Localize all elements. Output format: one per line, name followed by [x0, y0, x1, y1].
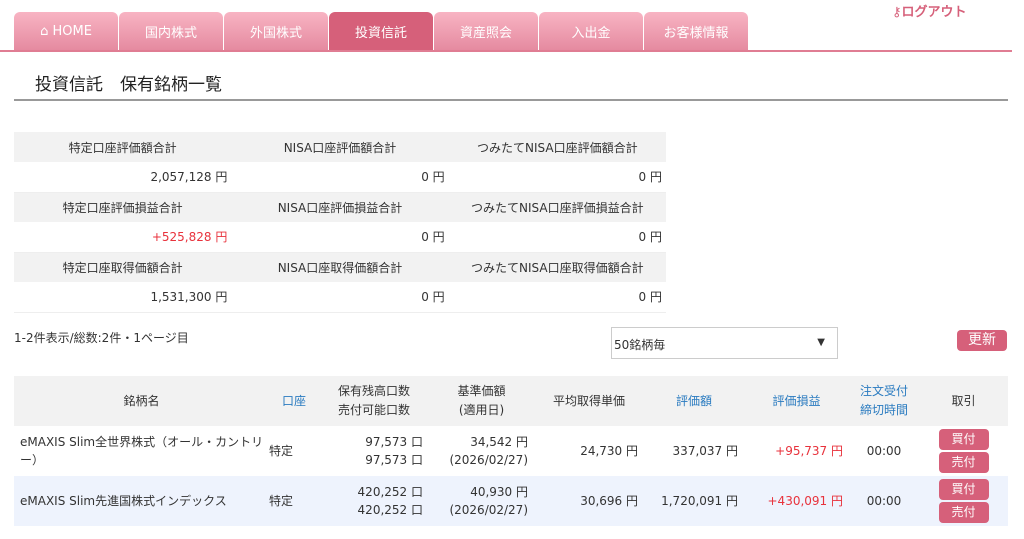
avg-cost: 30,696 円	[534, 476, 644, 526]
col-avg-cost: 平均取得単価	[534, 376, 644, 426]
tab-domestic-stocks[interactable]: 国内株式	[119, 12, 223, 50]
col-trade: 取引	[919, 376, 1008, 426]
value: 337,037 円	[672, 444, 738, 458]
tab-underline	[0, 50, 1012, 52]
col-account[interactable]: 口座	[269, 376, 319, 426]
table-row: eMAXIS Slim先進国株式インデックス 特定 420,252 口 420,2…	[14, 476, 1008, 526]
col-deadline[interactable]: 注文受付 締切時間	[849, 376, 919, 426]
dropdown-arrow-icon: ▼	[817, 337, 825, 348]
col-pl[interactable]: 評価損益	[744, 376, 849, 426]
summary-label: つみたてNISA口座取得価額合計	[448, 252, 666, 282]
logout-link[interactable]: ⚷ログアウト	[892, 5, 967, 20]
summary-table: 特定口座評価額合計 NISA口座評価額合計 つみたてNISA口座評価額合計 2,05…	[14, 132, 666, 313]
summary-value: +525,828 円	[14, 222, 232, 253]
divider	[14, 99, 1008, 101]
profit-loss: +430,091 円	[744, 476, 849, 526]
value: 1,720,091 円	[644, 476, 744, 526]
tab-home[interactable]: ⌂ HOME	[14, 12, 118, 50]
fund-name[interactable]: eMAXIS Slim先進国株式インデックス	[14, 476, 269, 526]
tab-foreign-stocks[interactable]: 外国株式	[224, 12, 328, 50]
deadline: 00:00	[849, 476, 919, 526]
key-icon: ⚷	[892, 5, 902, 20]
summary-label: 特定口座評価損益合計	[14, 192, 232, 222]
col-name: 銘柄名	[14, 376, 269, 426]
col-value[interactable]: 評価額	[644, 376, 744, 426]
sell-button[interactable]: 売付	[938, 452, 989, 473]
tab-assets[interactable]: 資産照会	[434, 12, 538, 50]
quantity: 420,252 口 420,252 口	[319, 476, 429, 526]
quantity: 97,573 口 97,573 口	[365, 435, 423, 467]
account-type: 特定	[269, 476, 319, 526]
home-icon: ⌂	[40, 23, 53, 39]
refresh-button[interactable]: 更新	[957, 330, 1007, 351]
profit-loss: +95,737 円	[775, 444, 843, 458]
summary-value: 0 円	[448, 282, 666, 313]
summary-label: つみたてNISA口座評価損益合計	[448, 192, 666, 222]
account-type: 特定	[269, 444, 294, 458]
per-page-select[interactable]: 50銘柄毎 ▼	[611, 327, 838, 359]
summary-value: 0 円	[231, 282, 449, 313]
summary-label: NISA口座評価額合計	[231, 132, 449, 162]
trade-cell: 買付 売付	[919, 476, 1008, 526]
summary-value: 0 円	[231, 162, 449, 193]
col-quantity: 保有残高口数 売付可能口数	[319, 376, 429, 426]
tab-investment-trusts[interactable]: 投資信託	[329, 12, 433, 50]
summary-label: つみたてNISA口座評価額合計	[448, 132, 666, 162]
page-title: 投資信託 保有銘柄一覧	[35, 75, 222, 95]
tab-customer-info[interactable]: お客様情報	[644, 12, 748, 50]
col-nav: 基準価額 (適用日)	[429, 376, 534, 426]
deadline: 00:00	[866, 444, 902, 458]
nav: 40,930 円 (2026/02/27)	[429, 476, 534, 526]
holdings-table: 銘柄名 口座 保有残高口数 売付可能口数 基準価額 (適用日) 平均取得単価 評価額…	[14, 376, 1008, 526]
buy-button[interactable]: 買付	[938, 479, 989, 500]
summary-label: 特定口座取得価額合計	[14, 252, 232, 282]
summary-value: 0 円	[448, 162, 666, 193]
nav: 34,542 円 (2026/02/27)	[449, 435, 528, 467]
summary-label: NISA口座評価損益合計	[231, 192, 449, 222]
summary-value: 0 円	[448, 222, 666, 253]
fund-name[interactable]: eMAXIS Slim全世界株式（オール・カントリー）	[20, 435, 264, 467]
main-nav: ⌂ HOME 国内株式 外国株式 投資信託 資産照会 入出金 お客様情報	[14, 12, 749, 50]
tab-deposit-withdrawal[interactable]: 入出金	[539, 12, 643, 50]
summary-label: NISA口座取得価額合計	[231, 252, 449, 282]
pagination-info: 1-2件表示/総数:2件・1ページ目	[14, 331, 189, 345]
summary-value: 1,531,300 円	[14, 282, 232, 313]
avg-cost: 24,730 円	[580, 444, 638, 458]
sell-button[interactable]: 売付	[938, 502, 989, 523]
summary-value: 2,057,128 円	[14, 162, 232, 193]
summary-label: 特定口座評価額合計	[14, 132, 232, 162]
summary-value: 0 円	[231, 222, 449, 253]
trade-cell: 買付 売付	[919, 426, 1008, 476]
buy-button[interactable]: 買付	[938, 429, 989, 450]
